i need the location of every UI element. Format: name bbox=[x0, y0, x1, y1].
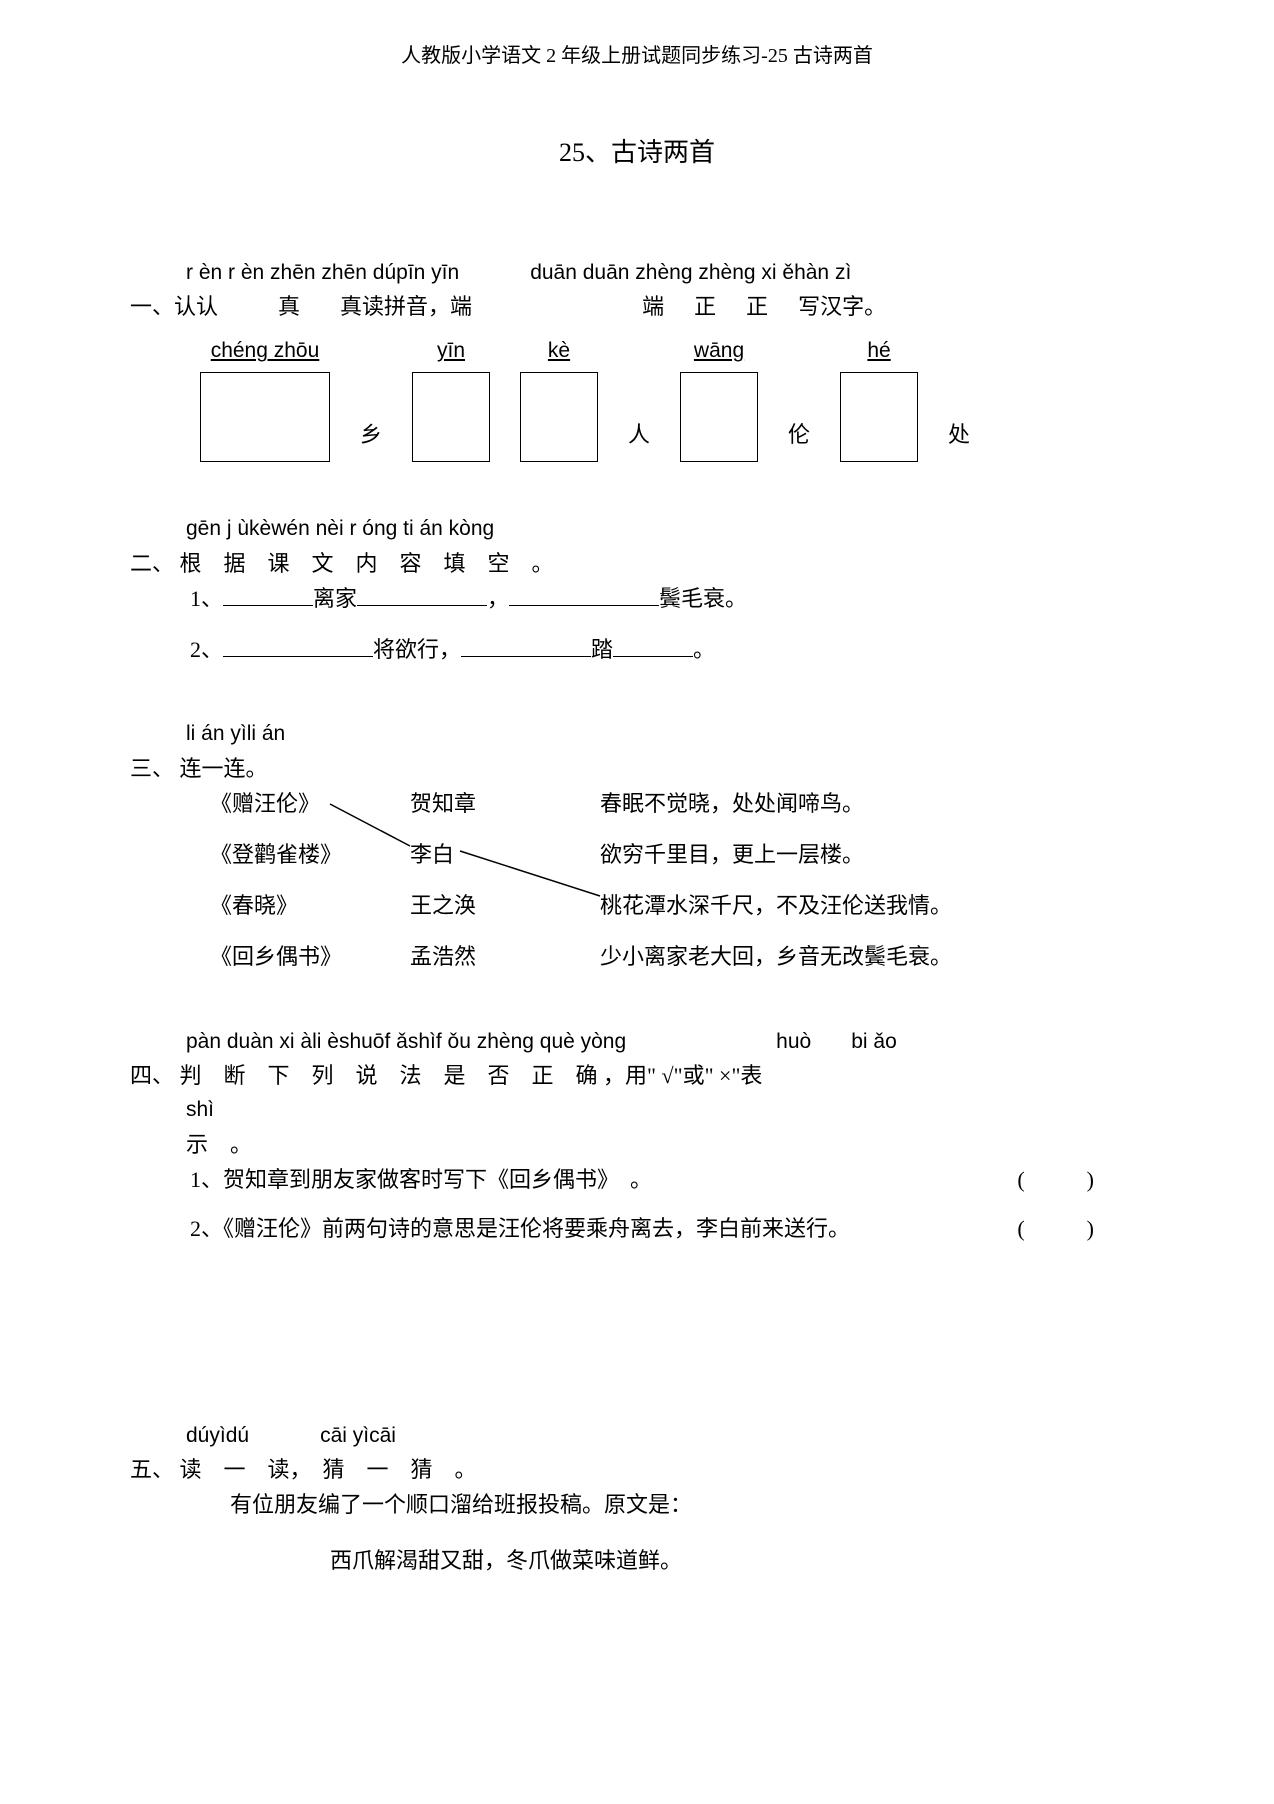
page-title: 25、古诗两首 bbox=[130, 132, 1144, 174]
q1-box-row: chéng zhōu 乡 yīn kè 人 wāng 伦 hé 处 bbox=[200, 334, 1144, 462]
match-c1: 《春晓》 bbox=[210, 888, 410, 923]
q1-pinyin-right: duān duān zhèng zhèng xi ěhàn zì bbox=[530, 261, 851, 284]
q4-cn-mid: ，用" √"或" ×"表 bbox=[603, 1063, 762, 1088]
q4-item-2: 2、《赠汪伦》前两句诗的意思是汪伦将要乘舟离去，李白前来送行。 ( ) bbox=[190, 1211, 1144, 1246]
blank[interactable] bbox=[223, 584, 313, 606]
q4-cn-2: 示 。 bbox=[186, 1127, 1144, 1162]
q5-line2: 西爪解渴甜又甜，冬爪做菜味道鲜。 bbox=[330, 1543, 1144, 1578]
match-c2: 孟浩然 bbox=[410, 939, 600, 974]
match-c2: 贺知章 bbox=[410, 786, 600, 821]
answer-paren[interactable]: ( ) bbox=[1017, 1211, 1114, 1246]
q4-label: 四、 bbox=[130, 1063, 174, 1088]
box-suffix-3: 伦 bbox=[788, 417, 810, 462]
box-pinyin-4: hé bbox=[867, 334, 890, 368]
q2-text: 。 bbox=[693, 632, 715, 667]
q1-pinyin-left: r èn r èn zhēn zhēn dúpīn yīn bbox=[186, 261, 459, 284]
match-c3: 桃花潭水深千尺，不及汪伦送我情。 bbox=[600, 888, 1144, 923]
q2-cn: 根 据 课 文 内 容 填 空 。 bbox=[180, 551, 554, 576]
blank[interactable] bbox=[509, 584, 659, 606]
blank[interactable] bbox=[357, 584, 487, 606]
q2-pinyin: gēn j ùkèwén nèi r óng ti án kòng bbox=[186, 512, 1144, 546]
question-3: li án yìli án 三、 连一连。 《赠汪伦》 贺知章 春眠不觉晓，处处… bbox=[130, 717, 1144, 975]
question-1: r èn r èn zhēn zhēn dúpīn yīn duān duān … bbox=[130, 254, 1144, 462]
match-table: 《赠汪伦》 贺知章 春眠不觉晓，处处闻啼鸟。 《登鹳雀楼》 李白 欲穷千里目，更… bbox=[210, 786, 1144, 975]
box-prefix-1: 乡 bbox=[360, 417, 382, 462]
q2-item-1: 1、 离家 ， 鬓毛衰。 bbox=[190, 581, 1144, 616]
q1-label: 一、 bbox=[130, 289, 174, 324]
q5-label: 五、 bbox=[130, 1457, 174, 1482]
page-header: 人教版小学语文 2 年级上册试题同步练习-25 古诗两首 bbox=[130, 40, 1144, 72]
match-c2: 李白 bbox=[410, 837, 600, 872]
match-row: 《回乡偶书》 孟浩然 少小离家老大回，乡音无改鬓毛衰。 bbox=[210, 939, 1144, 974]
question-4: pàn duàn xi àli èshuōf ǎshìf ǒu zhèng qu… bbox=[130, 1025, 1144, 1247]
q1-cn-3: 真读拼音，端 bbox=[340, 289, 472, 324]
q5-pinyin-1: dúyìdú bbox=[186, 1424, 249, 1447]
match-c1: 《登鹳雀楼》 bbox=[210, 837, 410, 872]
box-suffix-2: 人 bbox=[628, 417, 650, 462]
q4-statement: 2、《赠汪伦》前两句诗的意思是汪伦将要乘舟离去，李白前来送行。 bbox=[190, 1211, 850, 1246]
q5-pinyin-2: cāi yìcāi bbox=[320, 1424, 396, 1447]
box-pinyin-1: yīn bbox=[437, 334, 465, 368]
q4-item-1: 1、贺知章到朋友家做客时写下《回乡偶书》 。 ( ) bbox=[190, 1162, 1144, 1197]
answer-paren[interactable]: ( ) bbox=[1017, 1162, 1114, 1197]
match-row: 《春晓》 王之涣 桃花潭水深千尺，不及汪伦送我情。 bbox=[210, 888, 1144, 923]
q2-item-2: 2、 将欲行， 踏 。 bbox=[190, 632, 1144, 667]
box-pinyin-3: wāng bbox=[694, 334, 744, 368]
match-c1: 《回乡偶书》 bbox=[210, 939, 410, 974]
q1-cn-2: 真 bbox=[278, 289, 300, 324]
answer-box-2[interactable] bbox=[520, 372, 598, 462]
match-c3: 少小离家老大回，乡音无改鬓毛衰。 bbox=[600, 939, 1144, 974]
blank[interactable] bbox=[461, 635, 591, 657]
match-row: 《登鹳雀楼》 李白 欲穷千里目，更上一层楼。 bbox=[210, 837, 1144, 872]
box-suffix-4: 处 bbox=[948, 417, 970, 462]
answer-box-3[interactable] bbox=[680, 372, 758, 462]
q1-cn-7: 写汉字。 bbox=[798, 289, 886, 324]
question-2: gēn j ùkèwén nèi r óng ti án kòng 二、 根 据… bbox=[130, 512, 1144, 667]
q2-text: ， bbox=[487, 581, 509, 616]
match-c2: 王之涣 bbox=[410, 888, 600, 923]
q1-cn-6: 正 bbox=[746, 289, 768, 324]
q1-cn-1: 认认 bbox=[174, 289, 218, 324]
match-row: 《赠汪伦》 贺知章 春眠不觉晓，处处闻啼鸟。 bbox=[210, 786, 1144, 821]
q1-cn-5: 正 bbox=[694, 289, 716, 324]
q3-pinyin: li án yìli án bbox=[186, 717, 1144, 751]
answer-box-4[interactable] bbox=[840, 372, 918, 462]
blank[interactable] bbox=[223, 635, 373, 657]
match-c3: 春眠不觉晓，处处闻啼鸟。 bbox=[600, 786, 1144, 821]
q2-text: 鬓毛衰。 bbox=[659, 581, 747, 616]
q4-cn-1: 判 断 下 列 说 法 是 否 正 确 bbox=[180, 1063, 598, 1088]
blank[interactable] bbox=[613, 635, 693, 657]
q2-num-2: 2、 bbox=[190, 632, 223, 667]
q1-cn-4: 端 bbox=[642, 289, 664, 324]
q2-label: 二、 bbox=[130, 551, 174, 576]
q3-label: 三、 bbox=[130, 756, 174, 781]
q5-line1: 有位朋友编了一个顺口溜给班报投稿。原文是： bbox=[230, 1487, 1144, 1522]
box-pinyin-2: kè bbox=[548, 334, 570, 368]
q2-num-1: 1、 bbox=[190, 581, 223, 616]
q2-text: 离家 bbox=[313, 581, 357, 616]
q2-text: 踏 bbox=[591, 632, 613, 667]
q4-pinyin-2: huò bbox=[776, 1025, 811, 1059]
q4-statement: 1、贺知章到朋友家做客时写下《回乡偶书》 。 bbox=[190, 1162, 652, 1197]
q4-pinyin-1: pàn duàn xi àli èshuōf ǎshìf ǒu zhèng qu… bbox=[186, 1025, 626, 1059]
q2-text: 将欲行， bbox=[373, 632, 461, 667]
q4-pinyin-3: bi ǎo bbox=[851, 1025, 897, 1059]
answer-box-1[interactable] bbox=[412, 372, 490, 462]
q4-pinyin-4: shì bbox=[186, 1093, 1144, 1127]
answer-box-0[interactable] bbox=[200, 372, 330, 462]
match-c1: 《赠汪伦》 bbox=[210, 786, 410, 821]
q3-cn: 连一连。 bbox=[180, 756, 268, 781]
box-pinyin-0: chéng zhōu bbox=[211, 334, 320, 368]
match-c3: 欲穷千里目，更上一层楼。 bbox=[600, 837, 1144, 872]
q5-cn: 读 一 读， 猜 一 猜 。 bbox=[180, 1457, 477, 1482]
question-5: dúyìdú cāi yìcāi 五、 读 一 读， 猜 一 猜 。 有位朋友编… bbox=[130, 1417, 1144, 1578]
